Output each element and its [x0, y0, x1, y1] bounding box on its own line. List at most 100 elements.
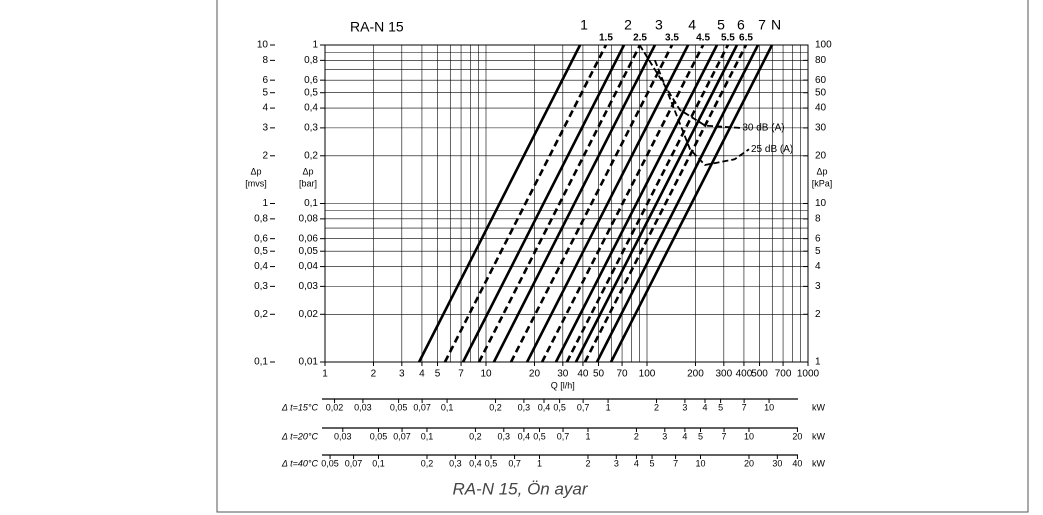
series-label: 1.5	[599, 33, 613, 44]
y-tick-label: 10	[815, 198, 827, 209]
y-tick-label: 4	[815, 261, 821, 272]
noise-curve	[638, 44, 741, 129]
series-label: 6.5	[739, 33, 753, 44]
y-tick-label: 0,01	[299, 357, 319, 368]
y-tick-label: 0,06	[299, 233, 319, 244]
y-tick-label: 0,2	[254, 309, 268, 320]
y-tick-label: 0,8	[304, 55, 318, 66]
y-tick-label: 0,3	[304, 123, 318, 134]
caption: RA-N 15, Ön ayar	[452, 479, 588, 498]
y-tick-label: 0,4	[304, 103, 318, 114]
scale-tick-label: 7	[742, 402, 747, 412]
kv-line	[583, 44, 748, 363]
y-tick-label: 5	[262, 87, 268, 98]
kv-line	[565, 44, 730, 363]
y-tick-label: 8	[262, 55, 268, 66]
x-axis-label: Q [l/h]	[551, 380, 575, 390]
kv-line	[492, 44, 657, 363]
y-tick-label: 100	[815, 40, 832, 51]
scale-tick-label: 20	[792, 431, 802, 441]
y-tick-label: 2	[262, 150, 268, 161]
scale-unit: kW	[812, 431, 826, 441]
y-tick-label: 1	[815, 357, 821, 368]
y-tick-label: 0,02	[299, 309, 319, 320]
y-tick-label: 10	[257, 40, 269, 51]
kv-line	[574, 44, 739, 363]
scale-tick-label: 3	[662, 431, 667, 441]
noise-label: 30 dB (A)	[742, 123, 784, 134]
x-tick-label: 300	[715, 369, 732, 380]
x-tick-label: 40	[577, 369, 589, 380]
kv-line	[554, 44, 719, 363]
scale-tick-label: 2	[654, 402, 659, 412]
x-tick-label: 200	[687, 369, 704, 380]
scale-tick-label: 30	[772, 458, 782, 468]
scale-tick-label: 0,3	[518, 402, 531, 412]
scale-tick-label: 0,07	[345, 458, 363, 468]
y-tick-label: 0,6	[304, 75, 318, 86]
scale-tick-label: 10	[764, 402, 774, 412]
series-label: 5	[717, 17, 725, 33]
scale-tick-label: 3	[614, 458, 619, 468]
scale-tick-label: 0,3	[498, 431, 511, 441]
scale-label: Δ t=15°C	[281, 402, 319, 412]
scale-tick-label: 1	[537, 458, 542, 468]
x-tick-label: 7	[458, 369, 464, 380]
x-tick-label: 1	[322, 369, 328, 380]
y-tick-label: 1	[312, 40, 318, 51]
scale-tick-label: 0,03	[354, 402, 372, 412]
scale-tick-label: 0,1	[441, 402, 454, 412]
y-tick-label: 0,05	[299, 246, 319, 257]
scale-tick-label: 2	[585, 458, 590, 468]
noise-label: 25 dB (A)	[751, 144, 793, 155]
scale-tick-label: 1	[606, 402, 611, 412]
scale-tick-label: 0,02	[326, 402, 344, 412]
scale-tick-label: 5	[718, 402, 723, 412]
y-tick-label: 4	[262, 103, 268, 114]
scale-tick-label: 0,05	[321, 458, 339, 468]
x-tick-label: 30	[557, 369, 569, 380]
scale-tick-label: 0,4	[518, 431, 531, 441]
scale-tick-label: 0,5	[485, 458, 498, 468]
y-tick-label: 8	[815, 214, 821, 225]
y-axis-label: [bar]	[299, 178, 317, 188]
series-label: N	[771, 17, 781, 33]
series-label: 6	[737, 17, 745, 33]
x-tick-label: 3	[399, 369, 405, 380]
scale-tick-label: 0,1	[372, 458, 385, 468]
scale-tick-label: 0,05	[370, 431, 388, 441]
y-tick-label: 6	[815, 233, 821, 244]
y-tick-label: 0,08	[299, 214, 319, 225]
chart-title: RA-N 15	[350, 19, 404, 35]
scale-tick-label: 0,07	[413, 402, 431, 412]
kv-line	[477, 44, 642, 363]
y-axis-label: Δp	[816, 166, 827, 176]
y-axis-label: [mvs]	[245, 178, 267, 188]
scale-tick-label: 3	[682, 402, 687, 412]
scale-tick-label: 0,4	[469, 458, 482, 468]
y-tick-label: 5	[815, 246, 821, 257]
y-tick-label: 30	[815, 123, 827, 134]
x-tick-label: 4	[419, 369, 425, 380]
y-tick-label: 40	[815, 103, 827, 114]
scale-tick-label: 0,7	[557, 431, 570, 441]
y-tick-label: 3	[815, 281, 821, 292]
scale-tick-label: 5	[698, 431, 703, 441]
scale-tick-label: 40	[792, 458, 802, 468]
y-tick-label: 0,6	[254, 233, 268, 244]
series-label: 7	[758, 17, 766, 33]
series-label: 3	[655, 17, 663, 33]
y-tick-label: 0,04	[299, 261, 319, 272]
x-tick-label: 10	[480, 369, 492, 380]
series-label: 2	[624, 17, 632, 33]
scale-tick-label: 7	[722, 431, 727, 441]
y-tick-label: 0,5	[254, 246, 268, 257]
y-tick-label: 1	[262, 198, 268, 209]
x-tick-label: 5	[435, 369, 441, 380]
scale-tick-label: 0,7	[577, 402, 590, 412]
scale-tick-label: 4	[682, 431, 687, 441]
scale-tick-label: 0,3	[449, 458, 462, 468]
scale-tick-label: 20	[744, 458, 754, 468]
kv-line	[525, 44, 690, 363]
scale-tick-label: 0,4	[538, 402, 551, 412]
